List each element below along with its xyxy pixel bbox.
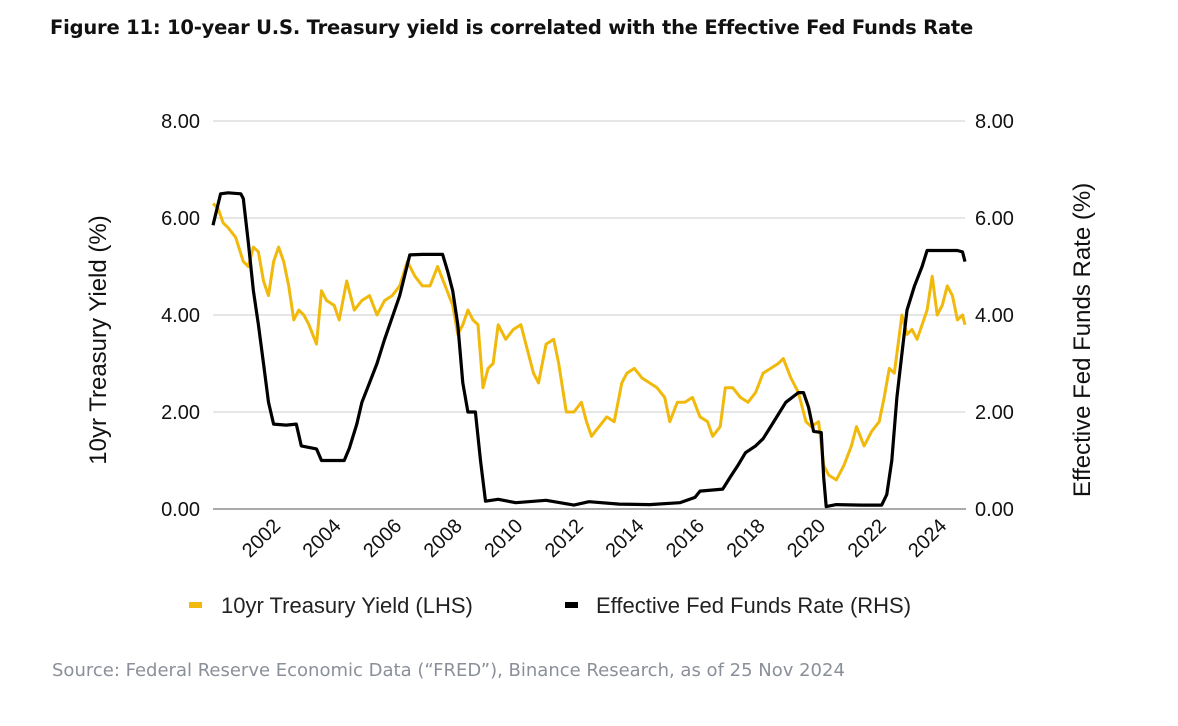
left-tick-label: 6.00: [161, 208, 200, 230]
left-tick-label: 4.00: [161, 305, 200, 327]
right-tick-label: 8.00: [975, 111, 1014, 133]
x-tick-label: 2004: [299, 515, 346, 562]
left-tick-label: 2.00: [161, 402, 200, 424]
x-tick-label: 2016: [662, 515, 709, 562]
left-axis-label: 10yr Treasury Yield (%): [85, 215, 112, 464]
right-tick-label: 2.00: [975, 402, 1014, 424]
source-note: Source: Federal Reserve Economic Data (“…: [52, 660, 845, 681]
yield-line: [211, 202, 967, 482]
legend-label-fedfunds: Effective Fed Funds Rate (RHS): [596, 593, 911, 618]
legend-swatch-fedfunds: [565, 602, 578, 608]
x-tick-label: 2018: [723, 515, 770, 562]
legend: 10yr Treasury Yield (LHS) Effective Fed …: [189, 593, 911, 618]
right-tick-label: 4.00: [975, 305, 1014, 327]
left-axis-ticks: 0.00 2.00 4.00 6.00 8.00: [161, 111, 200, 521]
right-axis-ticks: 0.00 2.00 4.00 6.00 8.00: [975, 111, 1014, 521]
left-tick-label: 8.00: [161, 111, 200, 133]
x-axis-ticks: 2002 2004 2006 2008 2010 2012 2014 2016 2018 2020…: [238, 515, 951, 562]
left-tick-label: 0.00: [161, 499, 200, 521]
x-tick-label: 2012: [541, 515, 588, 562]
series-lines: [211, 191, 967, 509]
x-tick-label: 2008: [420, 515, 467, 562]
x-tick-label: 2020: [783, 515, 830, 562]
x-tick-label: 2002: [238, 515, 285, 562]
right-axis-label: Effective Fed Funds Rate (%): [1069, 183, 1096, 497]
right-tick-label: 0.00: [975, 499, 1014, 521]
legend-swatch-yield: [189, 602, 202, 608]
chart-title: Figure 11: 10-year U.S. Treasury yield i…: [50, 16, 974, 39]
gridlines: [213, 120, 965, 413]
right-tick-label: 6.00: [975, 208, 1014, 230]
x-tick-label: 2006: [359, 515, 406, 562]
fedfunds-line: [211, 191, 967, 509]
x-tick-label: 2024: [904, 515, 951, 562]
x-tick-label: 2014: [601, 515, 648, 562]
legend-label-yield: 10yr Treasury Yield (LHS): [221, 593, 473, 618]
x-tick-label: 2010: [480, 515, 527, 562]
x-tick-label: 2022: [844, 515, 891, 562]
